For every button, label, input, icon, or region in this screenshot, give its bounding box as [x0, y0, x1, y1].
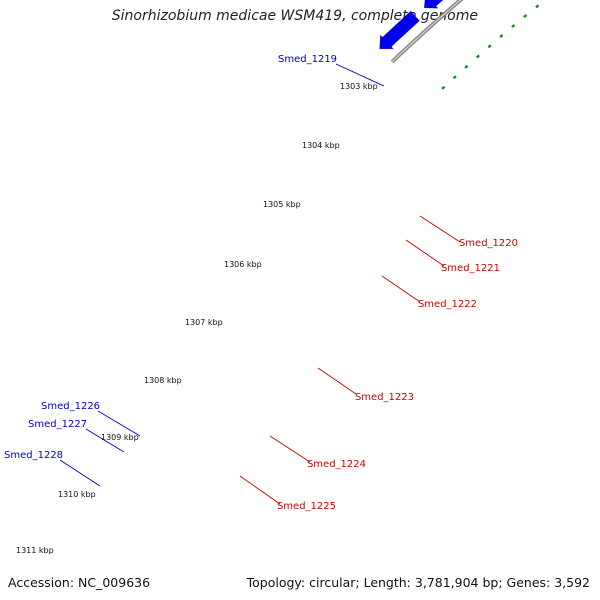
gene-label-smed_1222[interactable]: Smed_1222 [418, 299, 477, 310]
leader-line-smed_1225 [239, 475, 281, 505]
backbone-layer [390, 0, 464, 64]
gene-label-smed_1224[interactable]: Smed_1224 [307, 459, 366, 470]
gene-label-smed_1225[interactable]: Smed_1225 [277, 501, 336, 512]
leader-line-smed_1227 [85, 428, 125, 453]
gc-dot-inner [499, 34, 504, 39]
label-layer: Smed_1219 Smed_1220 Smed_1221 Smed_1222 Smed… [4, 54, 518, 512]
gc-dot-inner [464, 64, 469, 69]
gene-label-smed_1220[interactable]: Smed_1220 [459, 238, 518, 249]
gene-label-smed_1219[interactable]: Smed_1219 [278, 54, 337, 65]
gene-smed_1219-part2[interactable] [379, 10, 420, 50]
gc-dot-inner [441, 85, 446, 90]
tick-label: 1309 kbp [101, 433, 139, 442]
gene-layer [379, 0, 553, 50]
tick-label: 1306 kbp [224, 260, 262, 269]
leader-line-smed_1221 [405, 239, 445, 267]
leader-line-smed_1226 [97, 410, 141, 437]
tick-label: 1305 kbp [263, 200, 301, 209]
gc-dot-inner [452, 75, 457, 80]
gc-dot-inner [487, 44, 492, 49]
gene-label-smed_1227[interactable]: Smed_1227 [28, 419, 87, 430]
gene-label-smed_1228[interactable]: Smed_1228 [4, 450, 63, 461]
gene-label-smed_1221[interactable]: Smed_1221 [441, 263, 500, 274]
tick-label: 1311 kbp [16, 546, 54, 555]
gc-dot-inner [523, 14, 528, 19]
tick-label: 1307 kbp [185, 318, 223, 327]
tick-label: 1304 kbp [302, 141, 340, 150]
gc-dot-inner [475, 54, 480, 59]
tick-layer: 1303 kbp 1304 kbp 1305 kbp 1306 kbp 1307 kbp… [16, 82, 378, 555]
gc-dots-layer [359, 0, 540, 90]
leader-line-smed_1220 [419, 215, 461, 243]
tick-label: 1303 kbp [340, 82, 378, 91]
gene-smed_1219-part1[interactable] [423, 0, 553, 9]
genome-summary: Topology: circular; Length: 3,781,904 bp… [246, 575, 590, 590]
genome-title: Sinorhizobium medicae WSM419, complete g… [111, 8, 478, 24]
gene-label-smed_1223[interactable]: Smed_1223 [355, 392, 414, 403]
leader-line-smed_1224 [269, 435, 311, 463]
tick-label: 1310 kbp [58, 490, 96, 499]
backbone-arc [390, 0, 464, 64]
gc-dot-inner [511, 24, 516, 29]
gc-dot-inner [535, 4, 540, 9]
tick-label: 1308 kbp [144, 376, 182, 385]
leader-line-smed_1219 [335, 63, 385, 87]
accession-text: Accession: NC_009636 [8, 575, 151, 590]
gene-label-smed_1226[interactable]: Smed_1226 [41, 401, 100, 412]
leader-line-smed_1223 [317, 367, 357, 395]
leader-line-smed_1228 [59, 459, 101, 487]
leader-line-smed_1222 [381, 275, 421, 303]
